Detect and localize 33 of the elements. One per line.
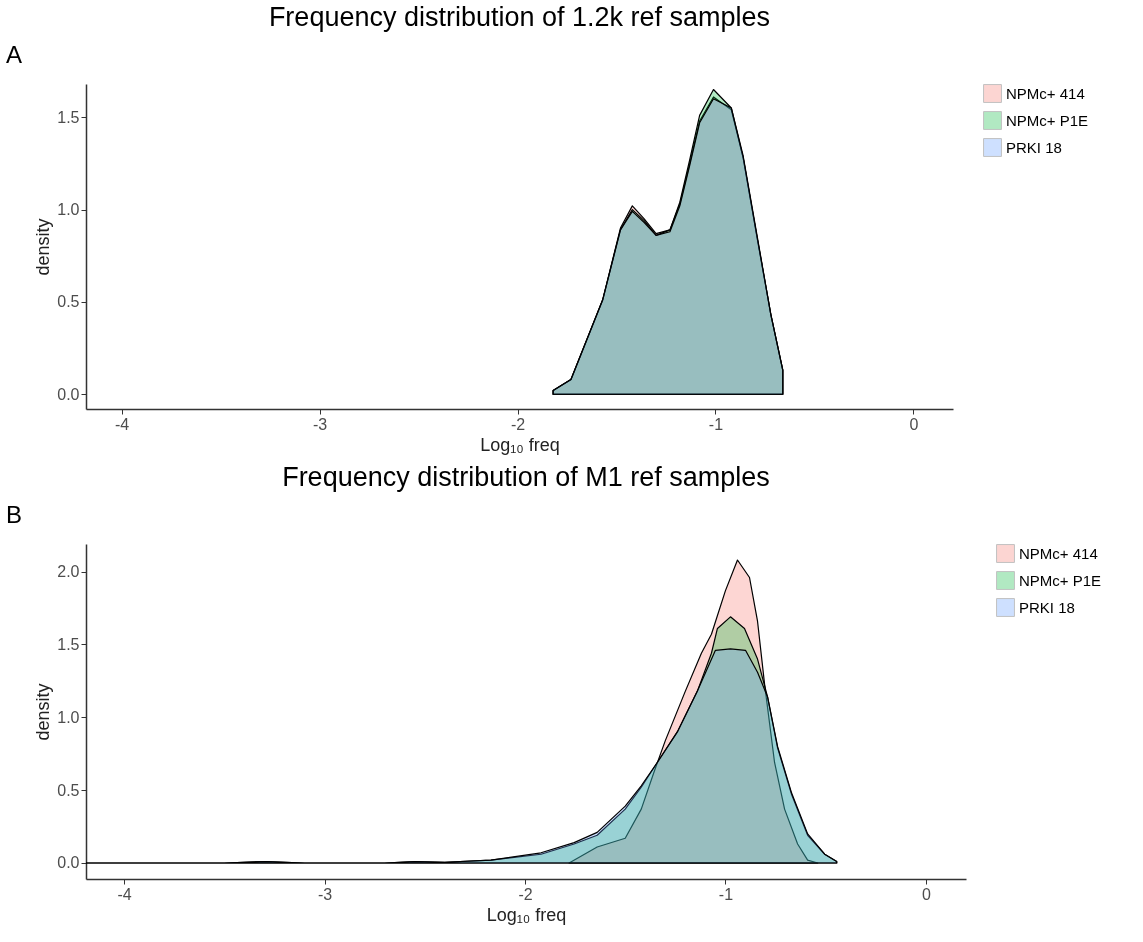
y-tick-label: 1.5 — [57, 108, 80, 126]
y-tick-label: 0.5 — [57, 293, 80, 311]
chart-title: Frequency distribution of M1 ref samples — [282, 462, 770, 492]
x-tick-label: -4 — [117, 885, 132, 903]
text: B — [6, 501, 23, 528]
x-axis-title: Log₁₀ freq — [480, 434, 560, 455]
y-tick-label: 0.0 — [57, 854, 80, 872]
chart-title: Frequency distribution of 1.2k ref samples — [268, 2, 771, 32]
legend-label: NPMc+ 414 — [1006, 84, 1085, 102]
y-axis-title: density — [33, 683, 54, 741]
x-tick-label: -1 — [718, 885, 734, 903]
x-tick-label: -2 — [510, 415, 526, 433]
y-axis-title: density — [33, 218, 54, 276]
x-tick-label: -4 — [115, 415, 130, 433]
legend-label: PRKI 18 — [1006, 138, 1062, 156]
legend-label: NPMc+ P1E — [1019, 571, 1102, 589]
y-tick-label: 1.5 — [57, 636, 80, 653]
y-tick-label: 1.0 — [57, 201, 80, 219]
x-tick-label: -1 — [708, 415, 724, 433]
y-tick-label: 0.0 — [57, 385, 80, 403]
x-tick-label: -3 — [312, 415, 328, 433]
x-tick-label: -3 — [317, 885, 333, 903]
text: A — [6, 41, 23, 68]
legend-label: NPMc+ P1E — [1006, 111, 1089, 129]
y-tick-label: 2.0 — [57, 563, 80, 581]
y-tick-label: 0.5 — [57, 781, 80, 799]
x-axis-title: Log₁₀ freq — [486, 904, 567, 925]
y-tick-label: 1.0 — [57, 708, 80, 726]
legend-label: PRKI 18 — [1019, 598, 1075, 616]
legend-label: NPMc+ 414 — [1019, 544, 1098, 562]
x-tick-label: 0 — [921, 885, 931, 903]
x-tick-label: -2 — [518, 885, 533, 903]
x-tick-label: 0 — [909, 415, 919, 433]
